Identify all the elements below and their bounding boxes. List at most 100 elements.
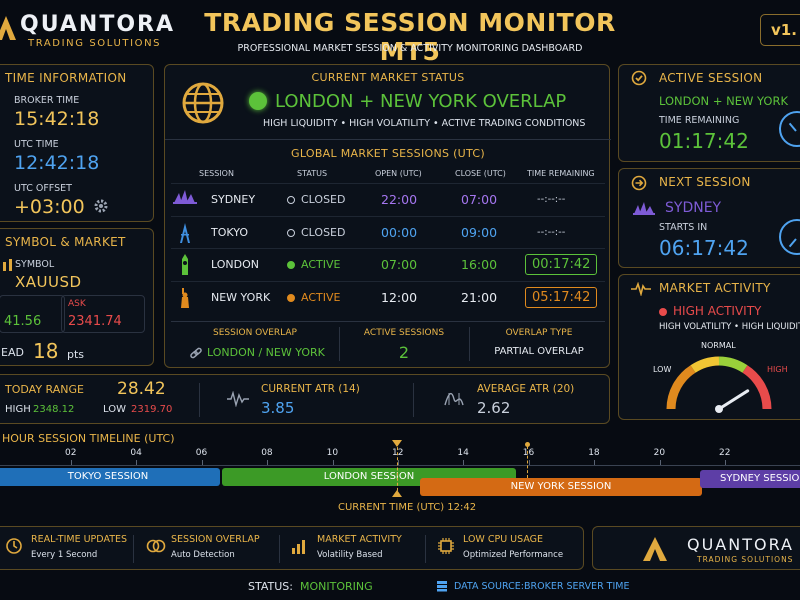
opera-house-icon [633,201,655,215]
marker-pin-icon [525,442,530,447]
sessions-table: SESSION STATUS OPEN (UTC) CLOSE (UTC) TI… [171,165,605,313]
broker-time-label: BROKER TIME [14,95,80,106]
timeline-tick-mark [398,460,399,466]
average-chart-icon [443,389,465,407]
utc-offset-value: +03:00 [14,196,85,218]
session-name: TOKYO [211,225,248,239]
col-open: OPEN (UTC) [375,169,422,178]
symbol-title: SYMBOL & MARKET [5,235,126,249]
session-close: 21:00 [461,289,498,305]
feature-item: SESSION OVERLAP Auto Detection [133,533,285,565]
timeline-tick-label: 06 [195,448,208,458]
timeline-tick-label: 02 [65,448,77,458]
rings-icon [145,537,167,555]
active-sessions-value: 2 [398,343,410,362]
feature-title: SESSION OVERLAP [171,534,260,545]
timeline-tick-mark [332,460,334,466]
brand-tagline: TRADING SOLUTIONS [28,38,162,49]
spread-label: EAD [1,346,24,359]
session-open: 12:00 [381,289,418,305]
timeline-tick-mark [136,460,138,466]
next-starts-label: STARTS IN [659,222,708,233]
range-low-value: 2319.70 [131,404,173,415]
status-dot-icon [287,293,295,302]
activity-dot [659,308,667,316]
session-remaining: 00:17:42 [525,254,598,275]
today-range-value: 28.42 [117,379,166,399]
current-time-marker [397,442,398,496]
gauge-low-label: LOW [653,365,672,374]
footer-status-label: STATUS: [248,580,293,593]
col-remaining: TIME REMAINING [527,169,595,178]
gauge-normal-label: NORMAL [701,341,736,350]
feature-item: MARKET ACTIVITY Volatility Based [279,533,431,565]
market-status-tags: HIGH LIQUIDITY • HIGH VOLATILITY • ACTIV… [263,118,586,129]
cpu-icon [437,537,455,555]
session-remaining: --:--:-- [537,194,566,205]
session-close: 09:00 [461,224,498,240]
big-ben-icon [173,254,197,276]
bid-value: 41.56 [4,314,42,329]
feature-title: MARKET ACTIVITY [317,534,402,545]
brand-card-logo [641,535,669,563]
gauge-high-label: HIGH [767,365,788,374]
overlap-value: LONDON / NEW YORK [207,346,325,359]
feature-title: LOW CPU USAGE [463,534,544,545]
session-remaining: 05:17:42 [525,286,598,308]
active-session-value: LONDON + NEW YORK [659,94,788,108]
active-sessions-label: ACTIVE SESSIONS [363,328,445,338]
clock-icon [5,537,23,555]
average-atr-value: 2.62 [477,399,511,417]
ask-label: ASK [68,299,86,309]
symbol-panel: SYMBOL & MARKET SYMBOL XAUUSD 41.56 ASK … [0,228,154,366]
timeline-section: HOUR SESSION TIMELINE (UTC) 02 04 06 08 10 12… [0,430,800,520]
symbol-label: SYMBOL [15,259,55,270]
session-open: 07:00 [381,257,418,272]
timeline-tick-label: 18 [588,448,600,458]
session-close: 07:00 [461,192,498,207]
features-panel: REAL-TIME UPDATES Every 1 Second SESSION… [0,526,584,570]
gauge-needle [717,389,750,411]
next-session-panel: NEXT SESSION SYDNEY STARTS IN 06:17:42 [618,168,800,268]
timeline-tick-mark [659,460,661,466]
timeline-bar-newyork: NEW YORK SESSION [420,478,702,496]
active-remaining-label: TIME REMAINING [659,115,740,126]
gear-icon[interactable] [93,198,109,214]
footer-status-value: MONITORING [300,580,373,593]
timeline-tick-mark [201,460,203,466]
tokyo-tower-icon [173,222,197,244]
session-open: 22:00 [381,192,418,207]
active-remaining-value: 01:17:42 [659,129,749,153]
feature-sub: Auto Detection [171,550,235,560]
overlap-type-label: OVERLAP TYPE [505,328,573,338]
session-row: LONDON ACTIVE 07:00 16:00 00:17:42 [171,248,605,281]
waveform-icon [227,391,249,407]
timeline-axis [0,465,800,466]
timeline-tick-mark [725,460,726,466]
session-row: SYDNEY CLOSED 22:00 07:00 --:--:-- [171,183,605,216]
current-time-label: CURRENT TIME (UTC) 12:42 [338,502,477,513]
sessions-table-header: SESSION STATUS OPEN (UTC) CLOSE (UTC) TI… [171,165,605,183]
status-dot-icon [287,261,295,269]
feature-sub: Optimized Performance [463,550,564,560]
feature-item: LOW CPU USAGE Optimized Performance [425,533,577,565]
clock-icon [779,111,800,147]
marker-triangle-bottom-icon [392,490,402,497]
range-low-label: LOW [103,404,126,415]
market-status-title: CURRENT MARKET STATUS [311,71,465,84]
pulse-icon [631,282,651,296]
feature-sub: Volatility Based [317,550,383,560]
footer-source-value: BROKER SERVER TIME [524,581,630,592]
session-status: CLOSED [301,193,346,206]
session-open: 00:00 [381,224,418,240]
feature-item: REAL-TIME UPDATES Every 1 Second [5,533,145,565]
timeline-tick-mark [528,460,530,466]
chart-icon [1,258,15,274]
range-high-label: HIGH [5,404,31,415]
market-status-headline: LONDON + NEW YORK OVERLAP [275,91,567,112]
timeline-tick-mark [594,460,596,466]
today-range-label: TODAY RANGE [5,383,84,396]
market-activity-title: MARKET ACTIVITY [659,281,771,295]
activity-gauge [663,351,775,413]
timeline-tick-label: 20 [653,448,666,458]
